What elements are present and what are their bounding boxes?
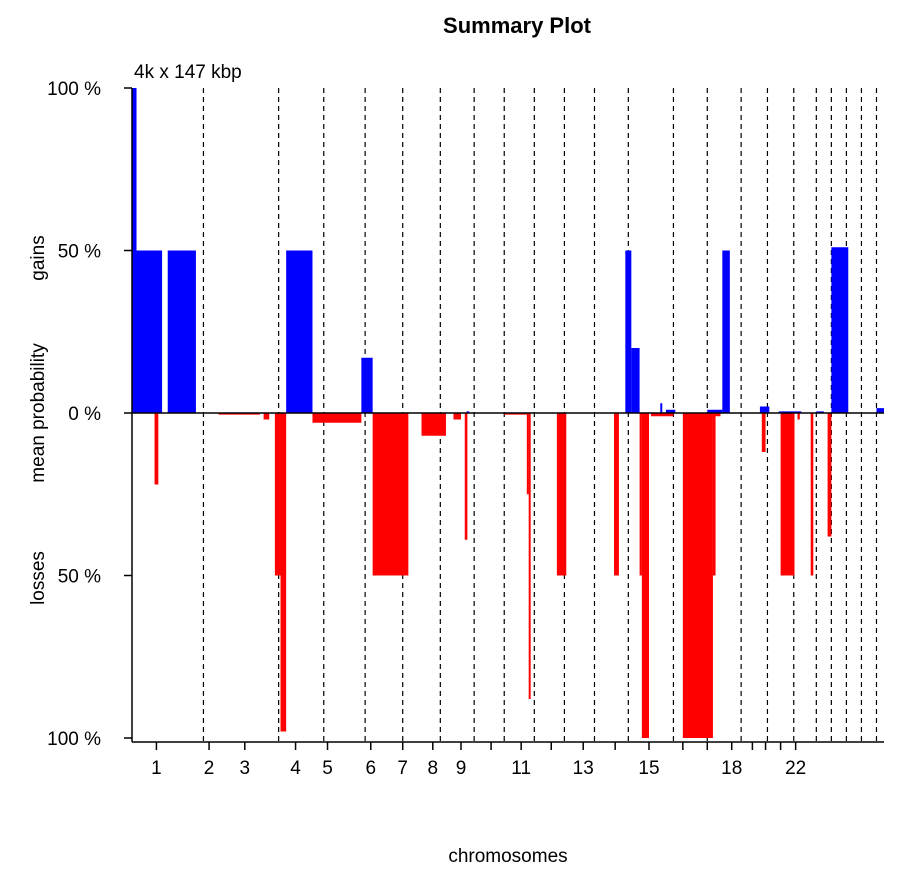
losses-bar-11 — [526, 413, 529, 495]
gains-bar-7 — [631, 348, 640, 413]
y-tick-label: 0 % — [68, 404, 101, 425]
losses-bar-24 — [810, 413, 814, 576]
losses-bar-18 — [682, 413, 713, 738]
gains-bar-12 — [759, 406, 770, 413]
axes: 100 % 50 % 0 % 50 % 100 % 1 2 3 4 5 6 7 8 9 11 13 15 18 22 — [47, 79, 884, 779]
y-tick-label: 100 % — [47, 729, 101, 750]
losses-bar-21 — [761, 413, 766, 452]
gains-bar-11 — [722, 250, 730, 413]
losses-bar-19 — [712, 413, 716, 576]
gains-bar-16 — [876, 408, 884, 413]
y-tick-label: 100 % — [47, 79, 101, 100]
losses-bar-25 — [827, 413, 832, 537]
x-tick-label: 7 — [397, 758, 408, 779]
x-axis-label: chromosomes — [448, 846, 567, 867]
x-tick-label: 1 — [151, 758, 162, 779]
losses-bar-15 — [639, 413, 642, 576]
gains-bar-15 — [831, 247, 849, 413]
losses-bar-12 — [528, 413, 531, 699]
y-tick-label: 50 % — [58, 567, 101, 588]
losses-bar-17 — [650, 413, 674, 417]
gains-bar-1 — [136, 250, 163, 413]
y-axis-label-center: mean probability — [28, 343, 49, 483]
losses-bar-1 — [218, 413, 260, 415]
losses-bar-23 — [797, 413, 800, 420]
x-tick-label: 6 — [365, 758, 376, 779]
losses-bar-5 — [312, 413, 362, 423]
x-tick-label: 13 — [573, 758, 594, 779]
gains-bar-8 — [660, 403, 663, 413]
y-axis-label-losses: losses — [28, 551, 49, 605]
gains-bar-4 — [361, 357, 373, 413]
x-tick-label: 11 — [511, 758, 531, 779]
x-tick-label: 9 — [456, 758, 467, 779]
chart-title: Summary Plot — [443, 13, 592, 38]
x-tick-label: 2 — [204, 758, 215, 779]
losses-bar-20 — [715, 413, 721, 417]
gains-bar-5 — [466, 411, 470, 413]
losses-bar-7 — [421, 413, 446, 436]
x-tick-label: 15 — [638, 758, 659, 779]
bars — [132, 88, 884, 738]
x-tick-label: 5 — [322, 758, 333, 779]
x-tick-label: 4 — [290, 758, 301, 779]
losses-bar-2 — [263, 413, 270, 420]
losses-bar-0 — [154, 413, 159, 485]
losses-bar-13 — [556, 413, 567, 576]
losses-bar-4 — [280, 413, 287, 732]
losses-bar-14 — [614, 413, 619, 576]
chart-subtitle: 4k x 147 kbp — [134, 62, 242, 83]
y-tick-label: 50 % — [58, 242, 101, 263]
gains-bar-13 — [778, 411, 802, 413]
x-tick-label: 18 — [721, 758, 742, 779]
losses-bar-8 — [453, 413, 461, 420]
gains-bar-14 — [816, 411, 824, 413]
x-tick-label: 3 — [240, 758, 251, 779]
gains-bar-6 — [625, 250, 632, 413]
losses-bar-9 — [464, 413, 468, 540]
losses-bar-10 — [504, 413, 527, 415]
gains-bar-2 — [167, 250, 196, 413]
chromosome-boundaries — [202, 88, 878, 742]
gains-bar-10 — [707, 409, 723, 413]
x-tick-label: 22 — [785, 758, 806, 779]
losses-bar-22 — [780, 413, 795, 576]
losses-bar-16 — [641, 413, 649, 738]
x-tick-label: 8 — [428, 758, 439, 779]
losses-bar-6 — [372, 413, 409, 576]
gains-bar-9 — [665, 409, 676, 413]
y-axis-labels: gains mean probability losses — [28, 235, 49, 605]
gains-bar-3 — [286, 250, 313, 413]
losses-bar-3 — [274, 413, 281, 576]
y-axis-label-gains: gains — [28, 235, 49, 280]
gains-bar-0 — [132, 88, 137, 413]
